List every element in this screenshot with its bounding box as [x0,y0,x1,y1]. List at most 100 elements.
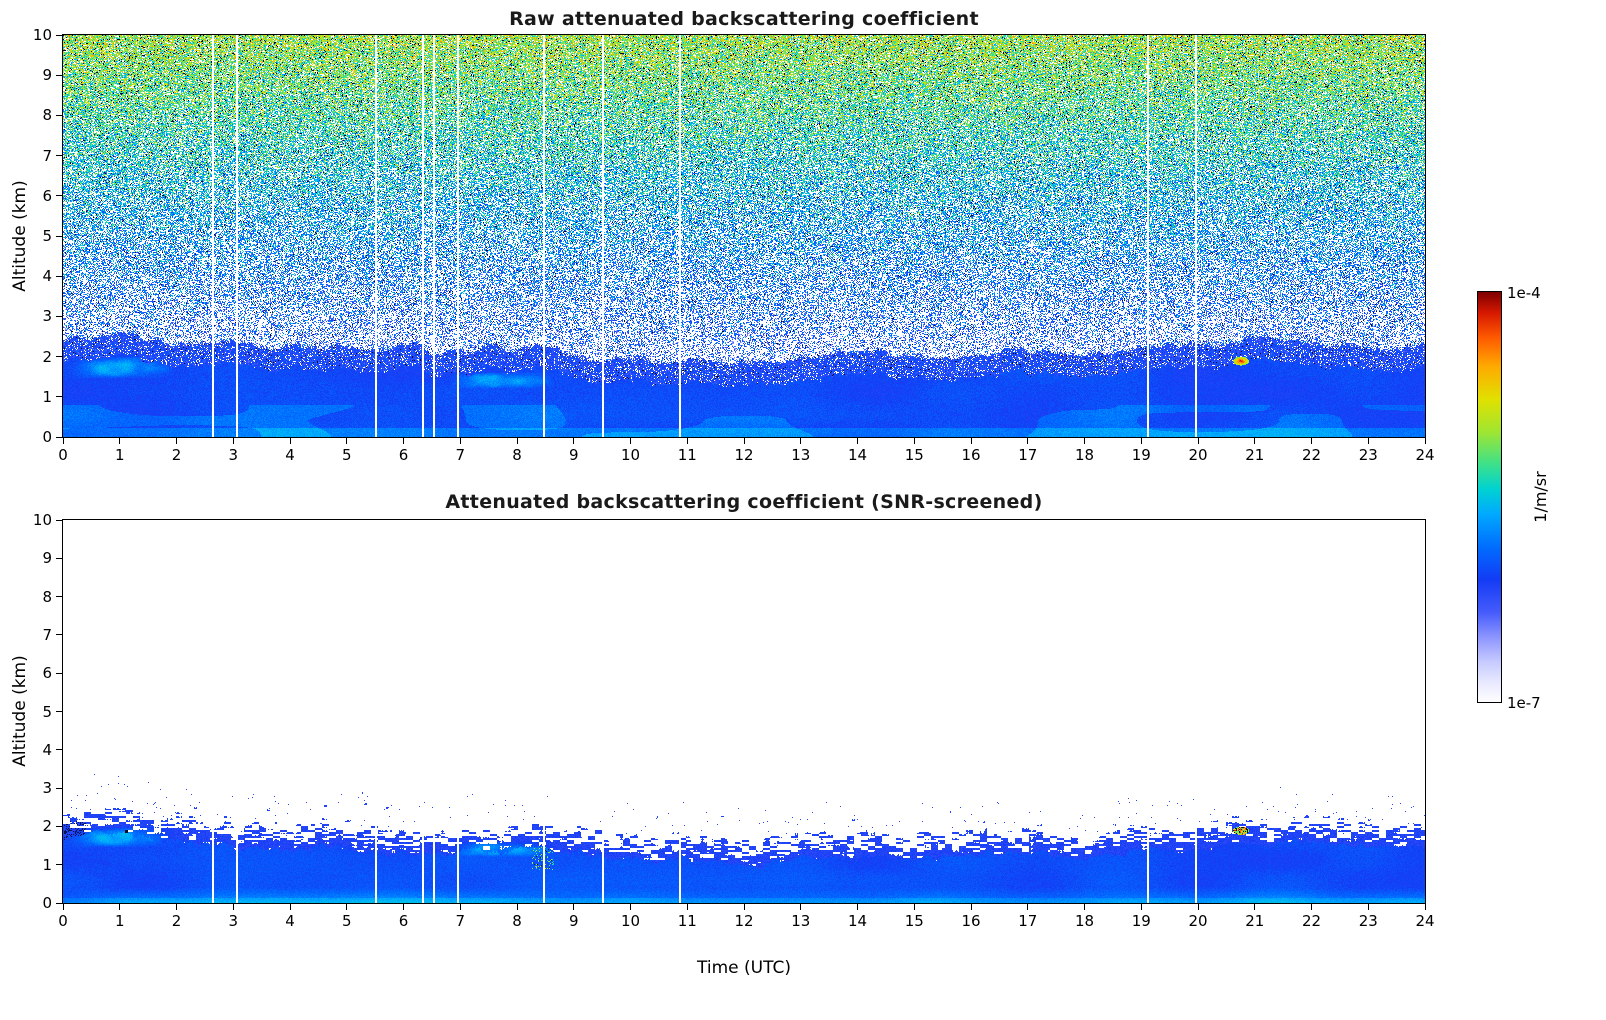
colorbar-max-label: 1e-4 [1507,284,1541,302]
x-tick-label: 20 [1188,912,1208,930]
x-tick-label: 2 [171,912,182,930]
screened-panel [62,519,1426,904]
y-tick-label: 1 [42,387,52,406]
x-tick-mark [119,904,121,910]
x-tick-label: 11 [677,912,697,930]
x-tick-mark [913,438,915,444]
y-tick-label: 4 [42,740,52,759]
x-tick-mark [1140,904,1142,910]
x-tick-label: 19 [1131,446,1151,464]
x-tick-mark [800,904,802,910]
y-tick-mark [56,195,62,197]
x-tick-mark [1197,904,1199,910]
y-tick-label: 3 [42,307,52,326]
x-tick-mark [630,438,631,444]
y-tick-mark [56,672,62,674]
x-tick-label: 7 [455,446,466,464]
x-tick-mark [403,904,404,910]
x-tick-mark [743,904,745,910]
y-tick-mark [56,596,62,598]
y-tick-label: 4 [42,267,52,286]
x-tick-mark [573,438,575,444]
y-tick-mark [56,864,62,866]
y-tick-label: 2 [42,347,52,366]
x-tick-mark [459,904,461,910]
y-tick-mark [56,787,62,789]
y-tick-mark [56,155,62,157]
x-tick-mark [403,438,404,444]
y-tick-mark [56,749,62,751]
y-tick-label: 1 [42,855,52,874]
x-tick-mark [346,438,348,444]
x-tick-label: 24 [1415,446,1435,464]
x-tick-label: 17 [1018,912,1038,930]
x-tick-label: 9 [568,446,579,464]
x-tick-mark [857,904,858,910]
x-tick-label: 22 [1301,912,1322,930]
y-tick-mark [56,396,62,398]
x-tick-label: 1 [114,912,125,930]
x-tick-label: 13 [791,446,811,464]
x-tick-label: 5 [341,912,352,930]
x-tick-label: 7 [455,912,466,930]
x-tick-mark [232,904,234,910]
y-tick-mark [56,235,62,237]
x-tick-label: 13 [791,912,811,930]
y-tick-label: 2 [42,817,52,836]
x-tick-mark [1254,438,1256,444]
x-tick-mark [346,904,348,910]
colorbar-unit-label: 1/m/sr [1531,471,1550,523]
colorbar [1477,291,1502,703]
x-tick-mark [289,438,291,444]
x-tick-label: 15 [904,912,924,930]
x-tick-mark [176,438,177,444]
y-tick-label: 9 [42,66,52,85]
colorbar-min-label: 1e-7 [1507,694,1541,712]
x-tick-label: 22 [1301,446,1322,464]
x-tick-mark [516,438,518,444]
x-tick-mark [119,438,121,444]
x-tick-label: 0 [58,912,68,930]
x-tick-label: 18 [1074,912,1095,930]
x-tick-mark [573,904,575,910]
x-tick-mark [289,904,291,910]
x-tick-mark [800,438,802,444]
x-tick-mark [1197,438,1199,444]
y-tick-mark [56,275,62,277]
x-tick-label: 9 [568,912,579,930]
y-tick-mark [56,634,62,636]
x-tick-mark [1424,438,1426,444]
x-axis-label: Time (UTC) [697,958,791,978]
x-tick-label: 6 [398,912,409,930]
x-tick-mark [630,904,631,910]
x-tick-mark [1027,438,1029,444]
y-tick-mark [56,519,62,521]
x-tick-mark [686,904,688,910]
x-tick-label: 2 [171,446,182,464]
x-tick-label: 3 [228,912,239,930]
x-tick-mark [516,904,518,910]
x-tick-mark [1311,438,1312,444]
x-tick-mark [970,438,972,444]
y-tick-mark [56,74,62,76]
x-tick-label: 12 [734,446,754,464]
x-tick-label: 16 [961,912,981,930]
y-tick-label: 3 [42,779,52,798]
x-tick-label: 8 [512,446,522,464]
x-tick-label: 4 [285,912,295,930]
y-tick-label: 8 [42,106,52,125]
y-tick-mark [56,114,62,116]
x-tick-label: 1 [114,446,125,464]
x-tick-label: 4 [285,446,295,464]
screened-panel-title: Attenuated backscattering coefficient (S… [445,491,1043,513]
x-tick-label: 17 [1018,446,1038,464]
y-tick-label: 6 [42,664,52,683]
y-tick-mark [56,711,62,712]
raw-panel-title: Raw attenuated backscattering coefficien… [509,8,979,30]
x-tick-label: 19 [1131,912,1151,930]
x-tick-mark [1367,904,1369,910]
x-tick-mark [913,904,915,910]
y-tick-label: 0 [42,428,52,446]
x-tick-mark [62,438,64,444]
